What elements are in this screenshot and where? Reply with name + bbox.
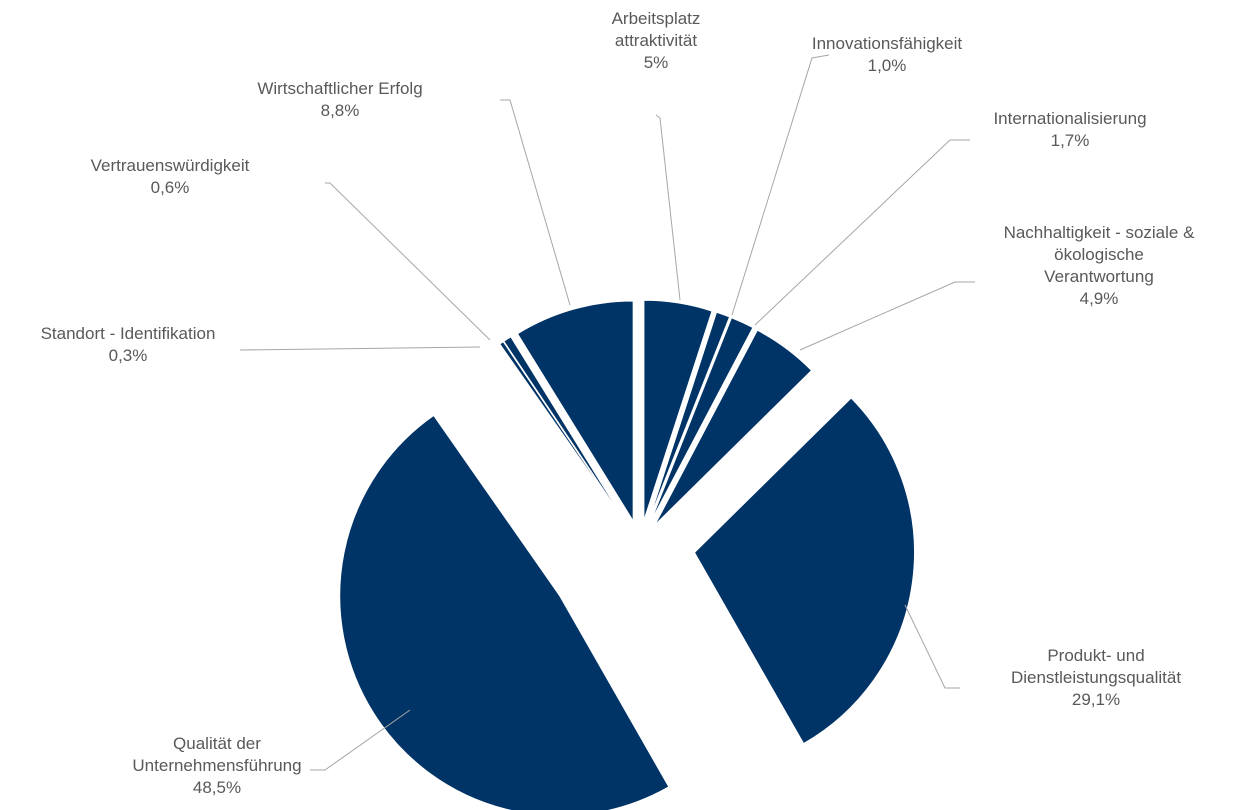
- category-label: Qualität der Unternehmensführung: [132, 734, 302, 775]
- category-label: Produkt- und Dienstleistungsqualität: [1010, 646, 1182, 687]
- value-label: 29,1%: [1071, 690, 1121, 709]
- leader-line: [754, 139, 970, 326]
- data-label: Qualität der Unternehmensführung 48,5%: [67, 733, 367, 799]
- pie-slice: [339, 414, 670, 810]
- data-label: Wirtschaftlicher Erfolg 8,8%: [190, 78, 490, 122]
- value-label: 0,6%: [150, 178, 190, 197]
- data-label: Standort - Identifikation 0,3%: [0, 323, 278, 367]
- leader-line: [731, 54, 830, 316]
- category-label: Vertrauenswürdigkeit: [90, 156, 250, 175]
- value-label: 0,3%: [108, 346, 148, 365]
- pie-slice: [643, 299, 713, 521]
- pie-slice: [503, 336, 627, 525]
- leader-line: [904, 604, 960, 689]
- leader-line: [239, 346, 481, 351]
- value-label: 8,8%: [320, 101, 360, 120]
- category-label: Standort - Identifikation: [40, 324, 216, 343]
- data-label: Innovationsfähigkeit 1,0%: [737, 33, 1037, 77]
- category-label: Arbeitsplatz attraktivität: [611, 9, 701, 50]
- pie-slice: [499, 341, 627, 525]
- category-label: Internationalisierung: [993, 109, 1147, 128]
- leader-line: [325, 182, 491, 341]
- data-label: Nachhaltigkeit - soziale & ökologische V…: [949, 222, 1233, 310]
- pie-slice: [649, 317, 754, 523]
- category-label: Innovationsfähigkeit: [811, 34, 963, 53]
- value-label: 48,5%: [192, 778, 242, 797]
- data-label: Vertrauenswürdigkeit 0,6%: [20, 155, 320, 199]
- leader-line: [799, 281, 975, 351]
- pie-slice: [516, 300, 634, 523]
- category-label: Nachhaltigkeit - soziale & ökologische V…: [1003, 223, 1195, 286]
- leader-line: [655, 114, 681, 301]
- category-label: Wirtschaftlicher Erfolg: [257, 79, 423, 98]
- pie-slice: [654, 329, 813, 526]
- data-label: Arbeitsplatz attraktivität 5%: [506, 8, 806, 74]
- pie-slice: [693, 397, 915, 745]
- pie-slice: [648, 311, 731, 522]
- value-label: 4,9%: [1079, 289, 1119, 308]
- value-label: 1,0%: [867, 56, 907, 75]
- value-label: 1,7%: [1050, 131, 1090, 150]
- data-label: Produkt- und Dienstleistungsqualität 29,1…: [946, 645, 1233, 711]
- leader-line: [310, 709, 411, 771]
- leader-line: [500, 99, 571, 306]
- data-label: Internationalisierung 1,7%: [920, 108, 1220, 152]
- value-label: 5%: [643, 53, 669, 72]
